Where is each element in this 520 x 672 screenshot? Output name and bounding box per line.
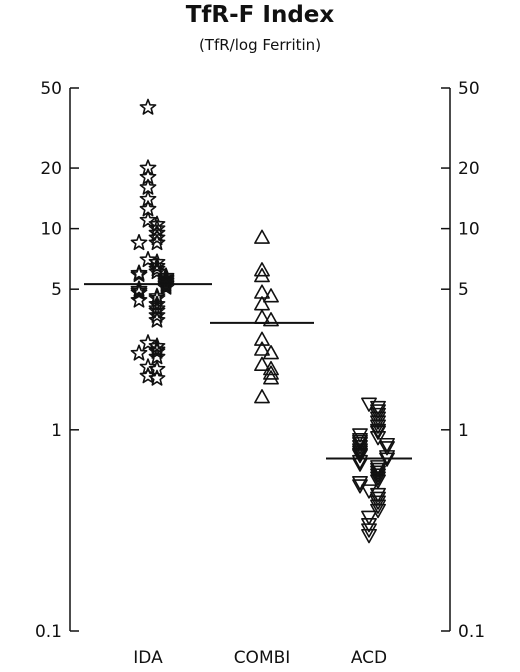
data-point-ida [148, 234, 166, 251]
left-tick-label: 5 [51, 280, 62, 300]
data-point-combi [254, 356, 270, 372]
data-point-ida [157, 270, 175, 287]
data-point-acd [370, 411, 386, 426]
data-point-ida [148, 306, 166, 323]
data-point-ida [130, 284, 148, 300]
data-point-ida [148, 257, 166, 274]
data-point-combi [254, 229, 270, 244]
data-point-acd [361, 518, 377, 533]
data-point-acd [370, 495, 386, 510]
data-point-acd [370, 425, 386, 440]
left-tick-label: 20 [40, 159, 62, 179]
data-point-combi [254, 267, 270, 283]
data-point-acd [370, 474, 386, 489]
median-lines [84, 283, 412, 460]
data-point-ida [148, 263, 166, 280]
data-point-acd [370, 499, 386, 514]
data-point-acd [352, 440, 368, 455]
data-point-acd [352, 434, 368, 450]
chart-title: TfR-F Index [185, 2, 335, 28]
data-point-ida [139, 159, 157, 176]
data-point-ida [139, 251, 157, 268]
data-point-combi [263, 360, 279, 376]
right-axis-ticks: 0.1 1 5 10 20 50 [441, 79, 485, 642]
left-tick-label: 0.1 [35, 622, 62, 642]
right-tick-label: 20 [458, 159, 480, 179]
data-point-ida [157, 273, 175, 290]
data-point-acd [379, 441, 395, 456]
category-label-combi: COMBI [234, 648, 291, 668]
data-point-acd [379, 437, 395, 453]
data-point-combi [254, 262, 270, 277]
data-point-acd [370, 404, 386, 419]
data-point-acd [379, 452, 395, 467]
data-point-ida [157, 275, 175, 292]
data-point-ida [148, 287, 166, 304]
data-point-ida [148, 348, 166, 365]
data-point-acd [352, 445, 368, 460]
data-point-acd [361, 510, 377, 525]
data-point-combi [263, 370, 279, 385]
data-point-acd [370, 471, 386, 486]
category-label-ida: IDA [133, 648, 163, 668]
data-point-ida [148, 260, 166, 277]
data-point-ida [139, 98, 157, 115]
data-point-acd [370, 415, 386, 430]
data-point-ida [130, 234, 148, 251]
data-point-ida [139, 367, 157, 384]
data-point-combi [254, 296, 270, 311]
data-point-acd [370, 423, 386, 439]
right-tick-label: 50 [458, 79, 480, 99]
data-point-combi [254, 341, 270, 356]
right-tick-label: 1 [458, 421, 469, 441]
data-point-combi [263, 288, 279, 303]
left-tick-label: 50 [40, 79, 62, 99]
data-point-acd [370, 491, 386, 506]
data-point-ida [148, 369, 166, 386]
data-point-combi [263, 365, 279, 380]
data-point-acd [352, 475, 368, 491]
data-point-combi [254, 389, 270, 404]
data-point-acd [352, 454, 368, 470]
data-point-ida [130, 291, 148, 308]
data-point-acd [370, 487, 386, 503]
right-tick-label: 0.1 [458, 622, 485, 642]
data-point-ida [130, 265, 148, 282]
data-point-acd [370, 407, 386, 423]
data-point-combi [254, 331, 270, 346]
data-point-acd [361, 528, 377, 544]
category-labels: IDA COMBI ACD [133, 648, 387, 668]
data-point-ida [148, 341, 166, 357]
left-axis-ticks: 0.1 1 5 10 20 50 [35, 79, 79, 642]
data-point-acd [370, 460, 386, 475]
data-point-ida [130, 264, 148, 281]
data-point-combi [263, 312, 279, 327]
category-label-acd: ACD [351, 648, 387, 668]
data-point-combi [263, 345, 279, 360]
data-point-acd [352, 479, 368, 494]
left-tick-label: 1 [51, 421, 62, 441]
data-point-ida [148, 215, 166, 232]
left-tick-label: 10 [40, 220, 62, 240]
data-point-ida [148, 229, 166, 246]
right-tick-label: 10 [458, 220, 480, 240]
data-point-ida [139, 334, 157, 351]
data-point-ida [148, 342, 166, 359]
data-point-ida [139, 358, 157, 375]
data-point-ida [148, 311, 166, 328]
chart-subtitle: (TfR/log Ferritin) [198, 36, 322, 54]
data-point-ida [130, 344, 148, 361]
data-point-ida [139, 211, 157, 228]
data-point-acd [379, 450, 395, 465]
right-tick-label: 5 [458, 280, 469, 300]
data-points [130, 98, 395, 544]
